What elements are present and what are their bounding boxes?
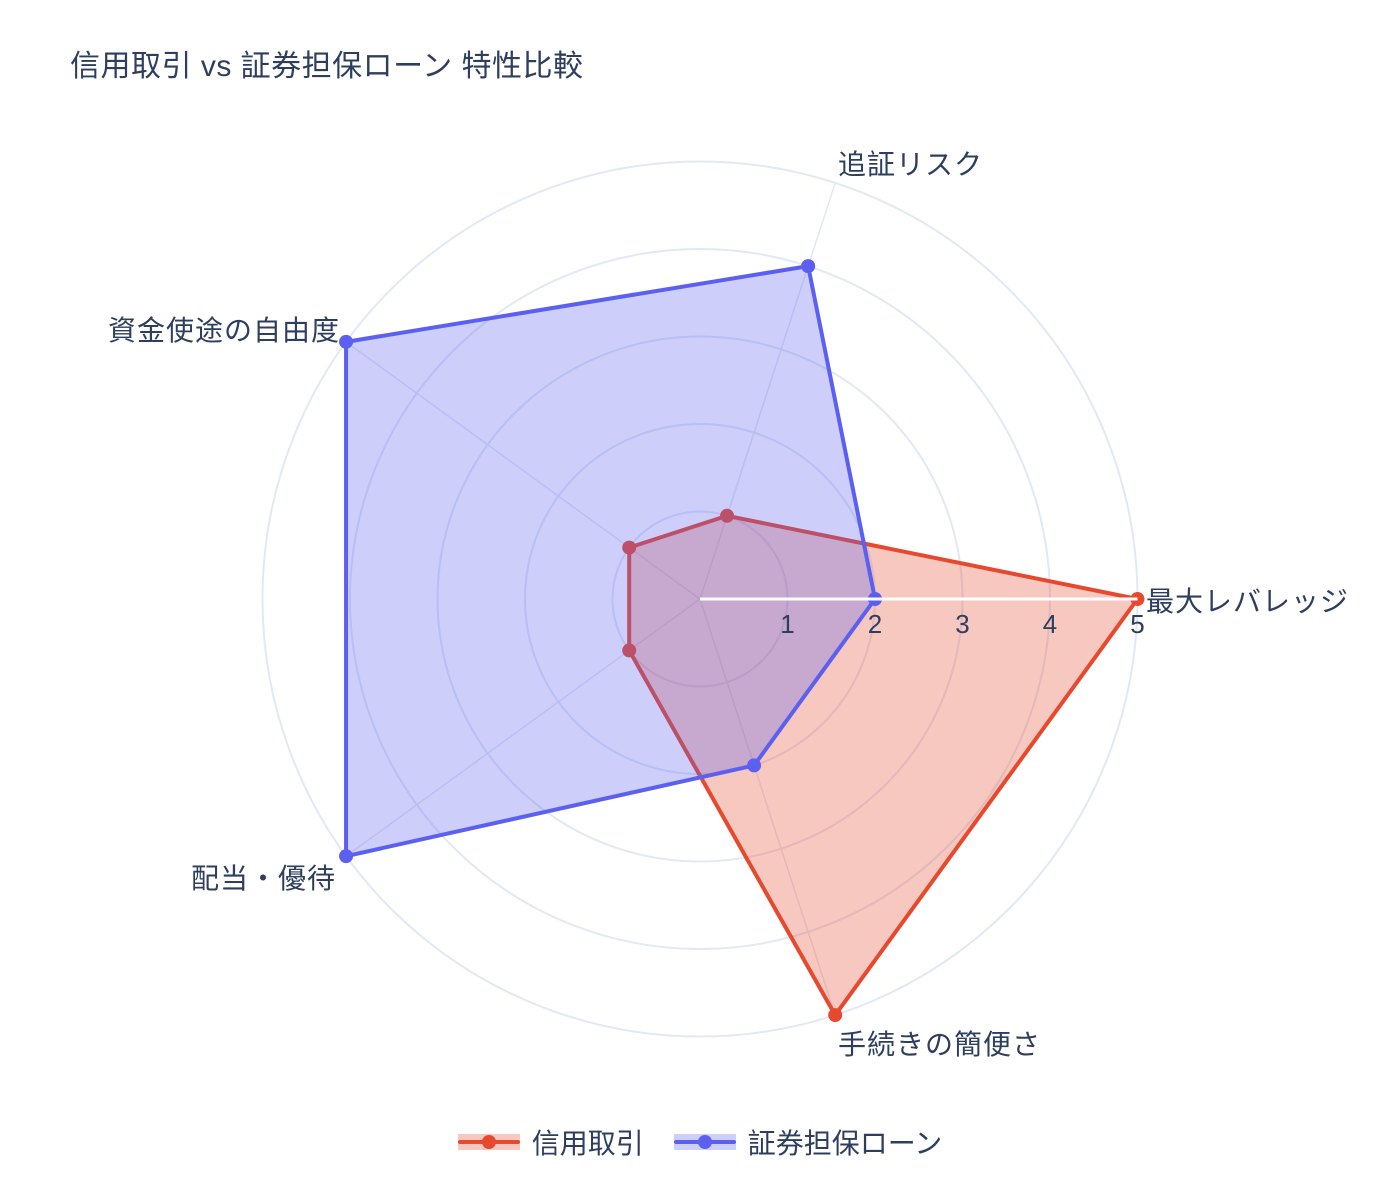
series-marker-0-axis-2 bbox=[622, 540, 637, 555]
legend-line-marker-icon bbox=[673, 1132, 736, 1152]
axis-label-1: 追証リスク bbox=[838, 149, 983, 180]
chart-title: 信用取引 vs 証券担保ローン 特性比較 bbox=[70, 50, 584, 83]
axis-label-4: 手続きの簡便さ bbox=[838, 1029, 1041, 1060]
radial-tick-label-2: 2 bbox=[868, 609, 882, 639]
legend: 信用取引 証券担保ローン bbox=[0, 1120, 1400, 1164]
series-area-1 bbox=[344, 264, 877, 859]
radial-tick-label-4: 4 bbox=[1043, 609, 1057, 639]
axis-spoke-4 bbox=[699, 598, 836, 1016]
series-area-0 bbox=[627, 513, 1140, 1018]
radial-tick-label-3: 3 bbox=[955, 609, 969, 639]
axis-spoke-3 bbox=[345, 598, 701, 857]
series-marker-0-axis-4 bbox=[828, 1008, 843, 1023]
axis-spoke-2 bbox=[345, 341, 701, 600]
axis-label-2: 資金使途の自由度 bbox=[108, 315, 340, 346]
series-marker-1-axis-4 bbox=[747, 758, 762, 773]
axis-label-0: 最大レバレッジ bbox=[1146, 586, 1349, 617]
series-marker-0-axis-1 bbox=[720, 508, 735, 523]
axis-label-3: 配当・優待 bbox=[191, 863, 336, 894]
series-marker-1-axis-3 bbox=[339, 849, 354, 864]
series-marker-1-axis-2 bbox=[339, 334, 354, 349]
legend-item-margin-trading[interactable]: 信用取引 bbox=[457, 1122, 644, 1162]
legend-item-securities-loan[interactable]: 証券担保ローン bbox=[673, 1122, 943, 1162]
series-marker-0-axis-3 bbox=[622, 643, 637, 658]
series-marker-1-axis-1 bbox=[801, 259, 816, 274]
legend-line-marker-icon bbox=[457, 1132, 520, 1152]
legend-label-securities-loan: 証券担保ローン bbox=[747, 1128, 943, 1159]
radial-tick-label-5: 5 bbox=[1130, 609, 1144, 639]
radial-tick-label-1: 1 bbox=[780, 609, 794, 639]
legend-label-margin-trading: 信用取引 bbox=[531, 1128, 644, 1159]
axis-spoke-1 bbox=[699, 182, 836, 600]
